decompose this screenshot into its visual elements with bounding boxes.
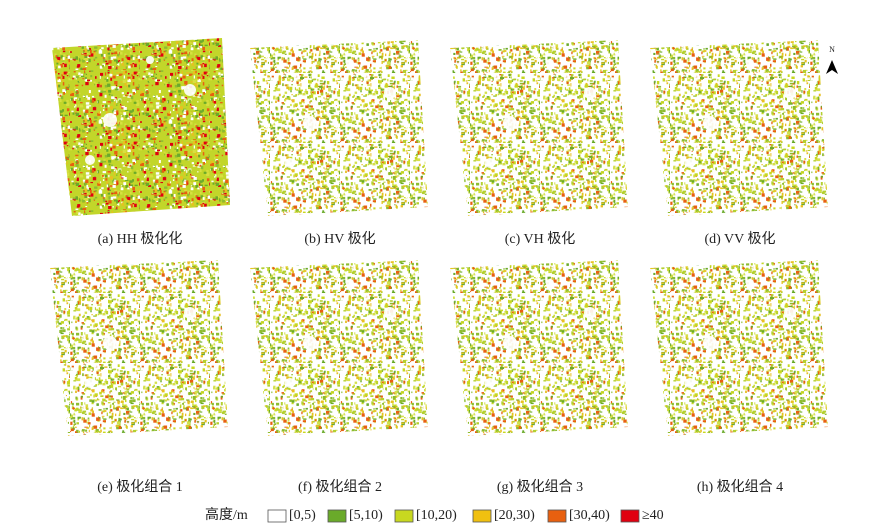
clearing — [146, 56, 154, 64]
map-panel — [50, 260, 228, 436]
map-raster — [650, 260, 828, 436]
north-label: N — [829, 45, 835, 54]
arrow-shape — [826, 60, 838, 74]
clearing — [85, 155, 95, 165]
clearing — [746, 279, 754, 287]
panel-caption: (c) VH 极化 — [505, 231, 576, 247]
clearing — [346, 279, 354, 287]
map-panel — [450, 260, 628, 436]
legend-swatch — [620, 509, 640, 523]
panel-caption: (f) 极化组合 2 — [298, 479, 382, 495]
clearing — [384, 307, 396, 319]
map-raster — [52, 38, 230, 216]
clearing — [503, 336, 517, 350]
panel-caption: (d) VV 极化 — [704, 231, 775, 247]
legend-label: ≥40 — [642, 508, 664, 523]
map-panel — [650, 260, 828, 436]
clearing — [584, 307, 596, 319]
clearing — [384, 87, 396, 99]
map-panel — [450, 40, 628, 216]
legend-swatch — [394, 509, 414, 523]
clearing — [485, 378, 495, 388]
clearing — [784, 87, 796, 99]
map-raster — [50, 260, 228, 436]
legend-label: [0,5) — [289, 508, 316, 523]
legend-swatch — [327, 509, 347, 523]
clearing — [546, 59, 554, 67]
map-raster — [250, 260, 428, 436]
legend-swatch — [472, 509, 492, 523]
clearing — [746, 59, 754, 67]
panel-caption: (e) 极化组合 1 — [97, 479, 183, 495]
clearing — [285, 158, 295, 168]
legend-title: 高度/m — [205, 506, 248, 523]
panel-caption: (h) 极化组合 4 — [697, 479, 783, 495]
clearing — [685, 158, 695, 168]
legend-swatch — [267, 509, 287, 523]
legend-label: [20,30) — [494, 508, 535, 523]
clearing — [346, 59, 354, 67]
north-arrow: N — [826, 45, 838, 74]
legend-label: [30,40) — [569, 508, 610, 523]
clearing — [784, 307, 796, 319]
clearing — [685, 378, 695, 388]
clearing — [303, 336, 317, 350]
legend-label: [10,20) — [416, 508, 457, 523]
clearing — [303, 116, 317, 130]
clearing — [485, 158, 495, 168]
clearing — [85, 378, 95, 388]
map-raster — [650, 40, 828, 216]
map-raster — [450, 260, 628, 436]
clearing — [184, 307, 196, 319]
map-panel — [52, 38, 230, 216]
map-raster — [450, 40, 628, 216]
clearing — [503, 116, 517, 130]
clearing — [285, 378, 295, 388]
map-panel — [250, 40, 428, 216]
map-panel — [650, 40, 828, 216]
clearing — [546, 279, 554, 287]
legend-label: [5,10) — [349, 508, 383, 523]
clearing — [103, 113, 117, 127]
clearing — [184, 84, 196, 96]
legend-swatch — [547, 509, 567, 523]
map-raster — [250, 40, 428, 216]
panel-caption: (a) HH 极化化 — [98, 231, 183, 247]
panel-caption: (g) 极化组合 3 — [497, 479, 583, 495]
clearing — [103, 336, 117, 350]
clearing — [703, 116, 717, 130]
clearing — [703, 336, 717, 350]
panel-caption: (b) HV 极化 — [304, 231, 375, 247]
clearing — [146, 279, 154, 287]
map-panel — [250, 260, 428, 436]
clearing — [584, 87, 596, 99]
